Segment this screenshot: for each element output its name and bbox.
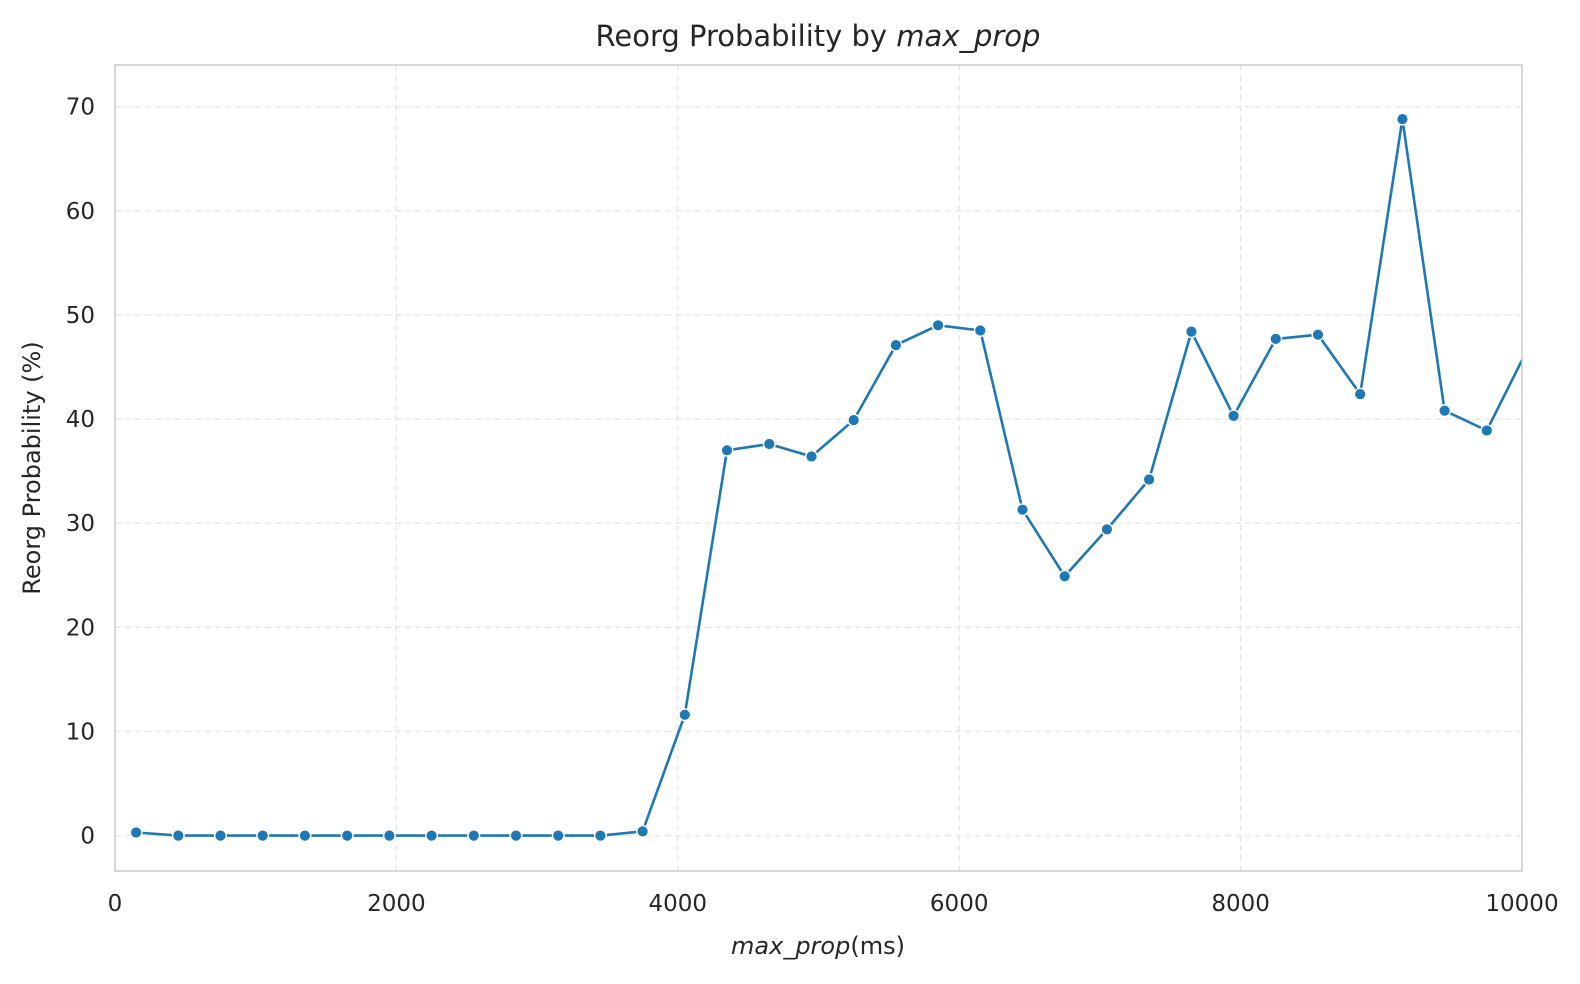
y-axis-title: Reorg Probability (%) xyxy=(18,341,46,594)
x-tick-label: 4000 xyxy=(649,891,708,917)
data-point xyxy=(1438,404,1452,418)
data-point xyxy=(847,413,861,427)
x-tick-label: 0 xyxy=(108,891,123,917)
y-tick-label: 70 xyxy=(66,95,95,121)
y-tick-label: 30 xyxy=(66,511,95,537)
x-tick-label: 2000 xyxy=(367,891,426,917)
data-point xyxy=(1269,332,1283,346)
data-point xyxy=(382,829,396,843)
data-point xyxy=(762,437,776,451)
data-point xyxy=(1100,522,1114,536)
y-tick-label: 20 xyxy=(66,615,95,641)
data-point xyxy=(551,829,565,843)
data-point xyxy=(340,829,354,843)
plot-frame xyxy=(114,64,1523,872)
series-line xyxy=(136,117,1522,837)
data-point xyxy=(931,318,945,332)
data-point xyxy=(1227,409,1241,423)
data-point xyxy=(1480,424,1494,438)
data-point xyxy=(1523,340,1535,352)
data-point xyxy=(1058,569,1072,583)
x-tick-label: 6000 xyxy=(930,891,989,917)
data-point xyxy=(805,450,819,464)
data-point xyxy=(1353,387,1367,401)
y-tick-label: 50 xyxy=(66,303,95,329)
y-tick-label: 60 xyxy=(66,199,95,225)
data-point xyxy=(298,829,312,843)
data-point xyxy=(973,324,987,338)
tick-labels: 0 2000 4000 6000 8000 10000 0 10 20 30 40 50 60 70 xyxy=(66,95,1559,917)
y-tick-label: 0 xyxy=(80,824,95,850)
data-point xyxy=(256,829,270,843)
data-point xyxy=(213,829,227,843)
data-point xyxy=(1142,473,1156,487)
data-point xyxy=(1395,112,1409,126)
y-tick-label: 10 xyxy=(66,719,95,745)
series-layer xyxy=(129,112,1535,843)
data-point xyxy=(678,708,692,722)
x-tick-label: 8000 xyxy=(1211,891,1270,917)
data-point xyxy=(1184,325,1198,339)
plot-background xyxy=(115,65,1522,871)
chart-title: Reorg Probability by max_prop xyxy=(596,19,1041,53)
y-tick-label: 40 xyxy=(66,407,95,433)
data-point xyxy=(509,829,523,843)
data-point xyxy=(889,338,903,352)
data-point xyxy=(1016,503,1030,517)
x-axis-title-unit: (ms) xyxy=(850,932,905,960)
x-tick-label: 10000 xyxy=(1485,891,1558,917)
x-axis-title-italic: max_prop xyxy=(731,932,850,960)
data-point xyxy=(467,829,481,843)
chart-title-italic: max_prop xyxy=(896,19,1040,53)
chart-title-text: Reorg Probability by xyxy=(596,19,897,53)
data-point xyxy=(593,829,607,843)
data-point xyxy=(720,443,734,457)
x-axis-title: max_prop(ms) xyxy=(731,932,905,960)
data-point xyxy=(1311,328,1325,342)
data-point xyxy=(425,829,439,843)
data-point xyxy=(636,824,650,838)
data-point xyxy=(171,829,185,843)
data-point xyxy=(129,826,143,840)
